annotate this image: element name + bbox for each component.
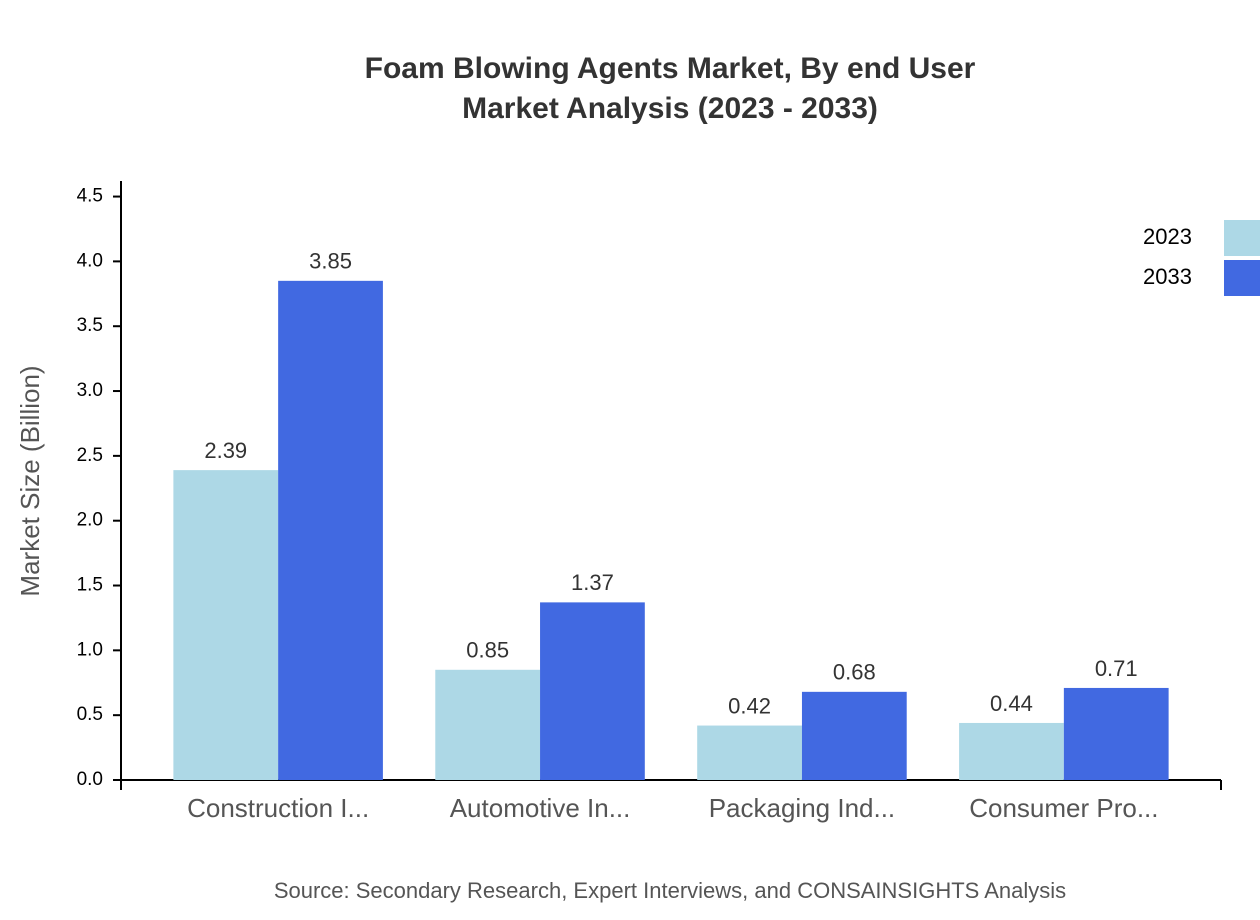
y-tick-label: 1.0 [77, 639, 103, 660]
legend-label: 2033 [1143, 264, 1192, 289]
y-tick-label: 4.0 [77, 250, 103, 271]
x-tick-label: Automotive In... [450, 793, 631, 823]
bar [697, 725, 802, 780]
value-label: 3.85 [309, 249, 352, 274]
value-label: 0.71 [1095, 656, 1138, 681]
legend-swatch [1224, 220, 1260, 256]
x-tick-label: Consumer Pro... [969, 793, 1158, 823]
y-tick-label: 1.5 [77, 575, 103, 596]
value-label: 2.39 [204, 438, 247, 463]
y-tick-label: 0.5 [77, 704, 103, 725]
chart-title: Foam Blowing Agents Market, By end User [365, 52, 976, 85]
legend-label: 2023 [1143, 224, 1192, 249]
y-tick-label: 3.5 [77, 315, 103, 336]
bar [540, 602, 645, 780]
value-label: 0.42 [728, 693, 771, 718]
y-tick-label: 0.0 [77, 769, 103, 790]
bar [278, 280, 383, 780]
source-note: Source: Secondary Research, Expert Inter… [274, 878, 1066, 903]
bar [1063, 687, 1169, 780]
value-label: 0.85 [466, 638, 509, 663]
y-tick-label: 2.0 [77, 510, 103, 531]
bar [959, 722, 1064, 780]
y-tick-label: 4.5 [77, 186, 103, 207]
bar [435, 669, 541, 780]
x-tick-label: Packaging Ind... [709, 793, 895, 823]
value-label: 0.44 [990, 691, 1033, 716]
y-tick-label: 2.5 [77, 445, 103, 466]
y-axis-label: Market Size (Billion) [15, 365, 45, 596]
value-label: 0.68 [833, 660, 876, 685]
value-label: 1.37 [571, 570, 614, 595]
y-tick-label: 3.0 [77, 380, 103, 401]
legend-swatch [1224, 260, 1260, 296]
x-tick-label: Construction I... [187, 793, 369, 823]
bar [801, 691, 907, 780]
chart-title: Market Analysis (2023 - 2033) [462, 92, 878, 125]
bar [173, 470, 279, 780]
